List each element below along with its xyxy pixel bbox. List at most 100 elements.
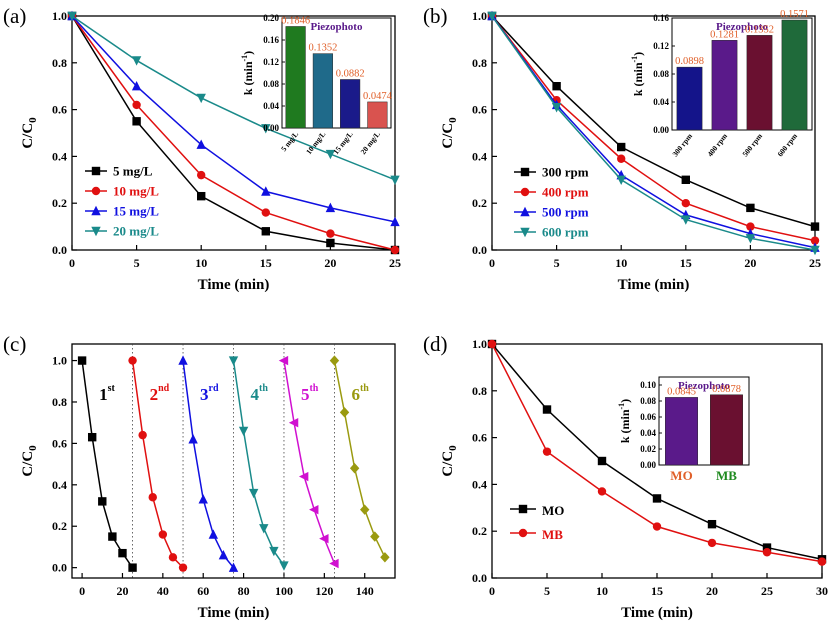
inset-bar-value-label: 0.0878	[712, 384, 741, 395]
inset-category-label: MB	[716, 468, 737, 483]
x-axis-title: Time (min)	[198, 605, 270, 621]
series-line	[71, 15, 396, 251]
legend-label: 20 mg/L	[113, 224, 159, 239]
data-point	[138, 430, 147, 440]
inset-y-tick-label: 0.00	[653, 125, 669, 135]
y-tick-label: 0.4	[52, 149, 67, 163]
y-tick-label: 0.6	[52, 103, 67, 117]
x-tick-label: 0	[489, 256, 495, 270]
inset-y-tick-label: 0.06	[640, 412, 656, 422]
data-point	[617, 142, 626, 152]
data-point	[745, 234, 756, 244]
y-axis-subscript: 0	[27, 445, 39, 451]
inset-bar-value-label: 0.1352	[745, 24, 774, 35]
plot-frame	[491, 343, 823, 579]
data-point	[681, 199, 690, 208]
panel-label: (b)	[423, 4, 448, 28]
data-point	[298, 471, 309, 482]
data-point	[198, 494, 208, 504]
data-point	[681, 215, 691, 225]
data-point	[132, 117, 141, 126]
plot-frame	[71, 15, 396, 251]
data-point	[542, 447, 552, 456]
panel-label: (c)	[3, 332, 26, 356]
inset-y-tick-label: 0.00	[640, 460, 656, 470]
data-point	[380, 552, 390, 563]
x-tick-label: 10	[195, 256, 207, 270]
legend-marker	[91, 205, 101, 216]
data-point	[269, 546, 279, 557]
data-point	[817, 557, 827, 566]
data-point	[128, 563, 137, 572]
legend-marker	[91, 186, 101, 196]
data-point	[178, 355, 188, 365]
inset-bar-chart: 0.00 0.04 0.08 0.12 0.16 0.20 k (min-1) Piezoph…	[240, 13, 393, 156]
legend-label: MB	[542, 527, 563, 542]
legend-label: 500 rpm	[542, 205, 589, 220]
panel-a: (a) 0.0 0.2 0.4 0.6 0.8 1.0 0 5 10 15 20 25 Time (min…	[3, 4, 401, 293]
legend-marker	[518, 528, 528, 538]
y-tick-label: 0.2	[52, 519, 67, 533]
data-point	[288, 417, 299, 428]
y-tick-label: 0.8	[472, 384, 487, 398]
data-point	[132, 100, 141, 110]
data-point	[762, 543, 772, 552]
data-point	[148, 493, 157, 502]
x-tick-label: 15	[680, 256, 692, 270]
y-tick-label: 0.0	[52, 243, 67, 257]
y-axis-subscript: 0	[27, 117, 39, 123]
data-point	[390, 245, 400, 255]
x-tick-label: 10	[596, 584, 608, 598]
legend-label: MO	[542, 503, 564, 518]
inset-bar	[367, 101, 388, 129]
inset-y-tick-label: 0.10	[640, 380, 656, 390]
y-axis-title: C/C0	[20, 117, 39, 149]
data-point	[810, 222, 820, 231]
panel-label: (d)	[423, 332, 448, 356]
legend-marker	[91, 226, 101, 237]
x-tick-label: 25	[761, 584, 773, 598]
data-point	[128, 356, 137, 365]
data-point	[707, 538, 717, 548]
legend-label: 15 mg/L	[113, 204, 159, 219]
inset-y-axis-close: )	[618, 399, 632, 403]
y-tick-label: 0.0	[52, 561, 67, 575]
data-point	[77, 356, 87, 365]
inset-y-axis-close: )	[631, 52, 645, 56]
data-point	[131, 56, 142, 66]
plot-frame	[491, 15, 816, 251]
y-tick-label: 0.4	[472, 477, 487, 491]
x-tick-label: 10	[615, 256, 627, 270]
cycle-label-sup: nd	[158, 383, 170, 394]
inset-y-tick-label: 0.16	[653, 13, 669, 23]
series-600-rpm	[487, 11, 820, 256]
series-line	[491, 15, 816, 228]
panel-c: (c) 0.0 0.2 0.4 0.6 0.8 1.0 0 20 40 60 80 100 120 140 T…	[3, 332, 396, 621]
cycle-label: 4th	[251, 383, 269, 404]
data-point	[218, 550, 229, 560]
legend-marker	[520, 227, 530, 238]
inset-y-axis-title: k (min-1)	[630, 52, 645, 96]
inset-category-label: 600 rpm	[775, 131, 799, 158]
inset-bar	[340, 79, 361, 129]
inset-y-axis-sup: -1	[617, 403, 626, 410]
data-point	[228, 356, 239, 366]
data-point	[487, 339, 497, 349]
inset-y-tick-label: 0.04	[640, 428, 656, 438]
x-tick-label: 5	[554, 256, 560, 270]
inset-bar	[665, 397, 698, 466]
series-2nd: 2nd	[128, 356, 188, 572]
data-point	[617, 154, 626, 163]
data-point	[349, 463, 360, 474]
data-point	[168, 553, 178, 562]
x-tick-label: 0	[489, 584, 495, 598]
x-tick-label: 60	[197, 584, 209, 598]
inset-title: Piezophoto	[716, 21, 768, 33]
data-point	[652, 494, 662, 503]
cycle-label: 5th	[301, 383, 319, 404]
data-point	[681, 175, 690, 184]
cycle-label: 3rd	[200, 383, 219, 404]
legend-marker	[520, 167, 530, 177]
series-line	[71, 15, 396, 251]
